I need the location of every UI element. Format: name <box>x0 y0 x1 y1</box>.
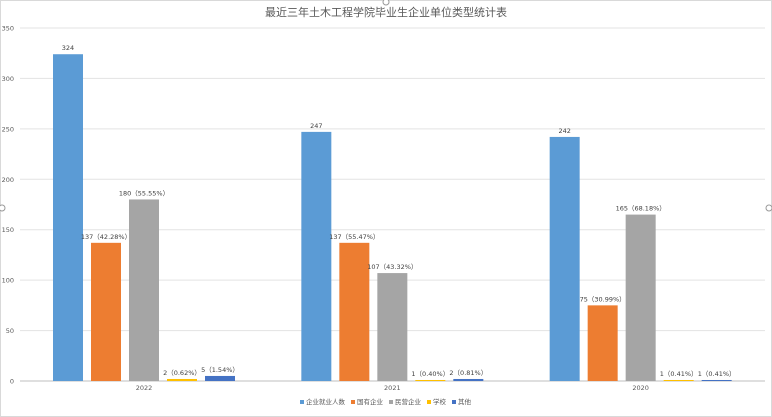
data-label: 2（0.81%） <box>449 369 487 377</box>
bars <box>53 54 732 381</box>
x-axis-ticks: 2022 2021 2020 <box>136 384 649 392</box>
data-label: 137（55.47%） <box>329 233 379 241</box>
legend-swatch-民营企业 <box>389 400 393 404</box>
y-tick-label: 150 <box>2 226 14 234</box>
data-label: 324 <box>62 44 74 52</box>
x-tick-label: 2020 <box>632 384 649 392</box>
data-label: 1（0.40%） <box>411 370 449 378</box>
legend-swatch-学校 <box>427 400 431 404</box>
data-label: 1（0.41%） <box>698 370 736 378</box>
data-label: 107（43.32%） <box>367 263 417 271</box>
data-label: 75（30.99%） <box>580 295 626 303</box>
legend-swatch-其他 <box>452 400 456 404</box>
data-label: 137（42.28%） <box>81 233 131 241</box>
resize-handle-top[interactable] <box>382 0 390 6</box>
bar-2021-学校 <box>415 379 446 381</box>
legend-item: 其他 <box>458 397 472 406</box>
resize-handle-left[interactable] <box>0 204 6 212</box>
legend-item: 国有企业 <box>357 397 384 406</box>
bar-2022-民营企业 <box>129 199 159 381</box>
chart-title: 最近三年土木工程学院毕业生企业单位类型统计表 <box>265 5 507 19</box>
y-tick-label: 250 <box>2 125 14 133</box>
x-tick-label: 2021 <box>384 384 401 392</box>
y-tick-label: 50 <box>6 327 14 335</box>
legend-swatch-国有企业 <box>351 400 355 404</box>
y-tick-label: 350 <box>2 25 14 33</box>
bar-2020-企业就业人数 <box>549 136 580 381</box>
bar-2022-国有企业 <box>91 242 121 381</box>
bar-2022-企业就业人数 <box>53 54 83 381</box>
data-label: 180（55.55%） <box>119 189 169 197</box>
legend-item: 企业就业人数 <box>306 397 346 406</box>
data-label: 242 <box>558 127 570 135</box>
legend[interactable]: 企业就业人数 国有企业 民营企业 学校 其他 <box>300 397 472 406</box>
legend-item: 民营企业 <box>395 397 422 406</box>
legend-item: 学校 <box>433 397 447 406</box>
bar-2022-学校 <box>167 378 197 381</box>
bar-2020-学校 <box>663 379 694 381</box>
data-labels: 324 137（42.28%） 180（55.55%） 2（0.62%） 5（1.54%… <box>62 44 736 378</box>
data-label: 1（0.41%） <box>660 370 698 378</box>
bar-2021-企业就业人数 <box>301 131 332 381</box>
data-label: 247 <box>310 122 322 130</box>
y-axis-ticks: 0 50 100 150 200 250 300 350 <box>2 25 14 386</box>
y-tick-label: 0 <box>10 378 14 386</box>
bar-2020-国有企业 <box>587 305 618 381</box>
bar-2021-国有企业 <box>339 242 370 381</box>
y-tick-label: 100 <box>2 277 14 285</box>
bar-2021-其他 <box>453 378 484 381</box>
bar-2020-其他 <box>701 379 732 381</box>
y-tick-label: 200 <box>2 176 14 184</box>
x-tick-label: 2022 <box>136 384 153 392</box>
bar-2021-民营企业 <box>377 273 408 381</box>
resize-handle-right[interactable] <box>765 204 772 212</box>
data-label: 2（0.62%） <box>163 369 201 377</box>
bar-2020-民营企业 <box>625 214 656 381</box>
data-label: 165（68.18%） <box>616 205 666 213</box>
y-tick-label: 300 <box>2 75 14 83</box>
legend-swatch-企业就业人数 <box>300 400 304 404</box>
bar-2022-其他 <box>205 375 235 381</box>
data-label: 5（1.54%） <box>201 366 239 374</box>
